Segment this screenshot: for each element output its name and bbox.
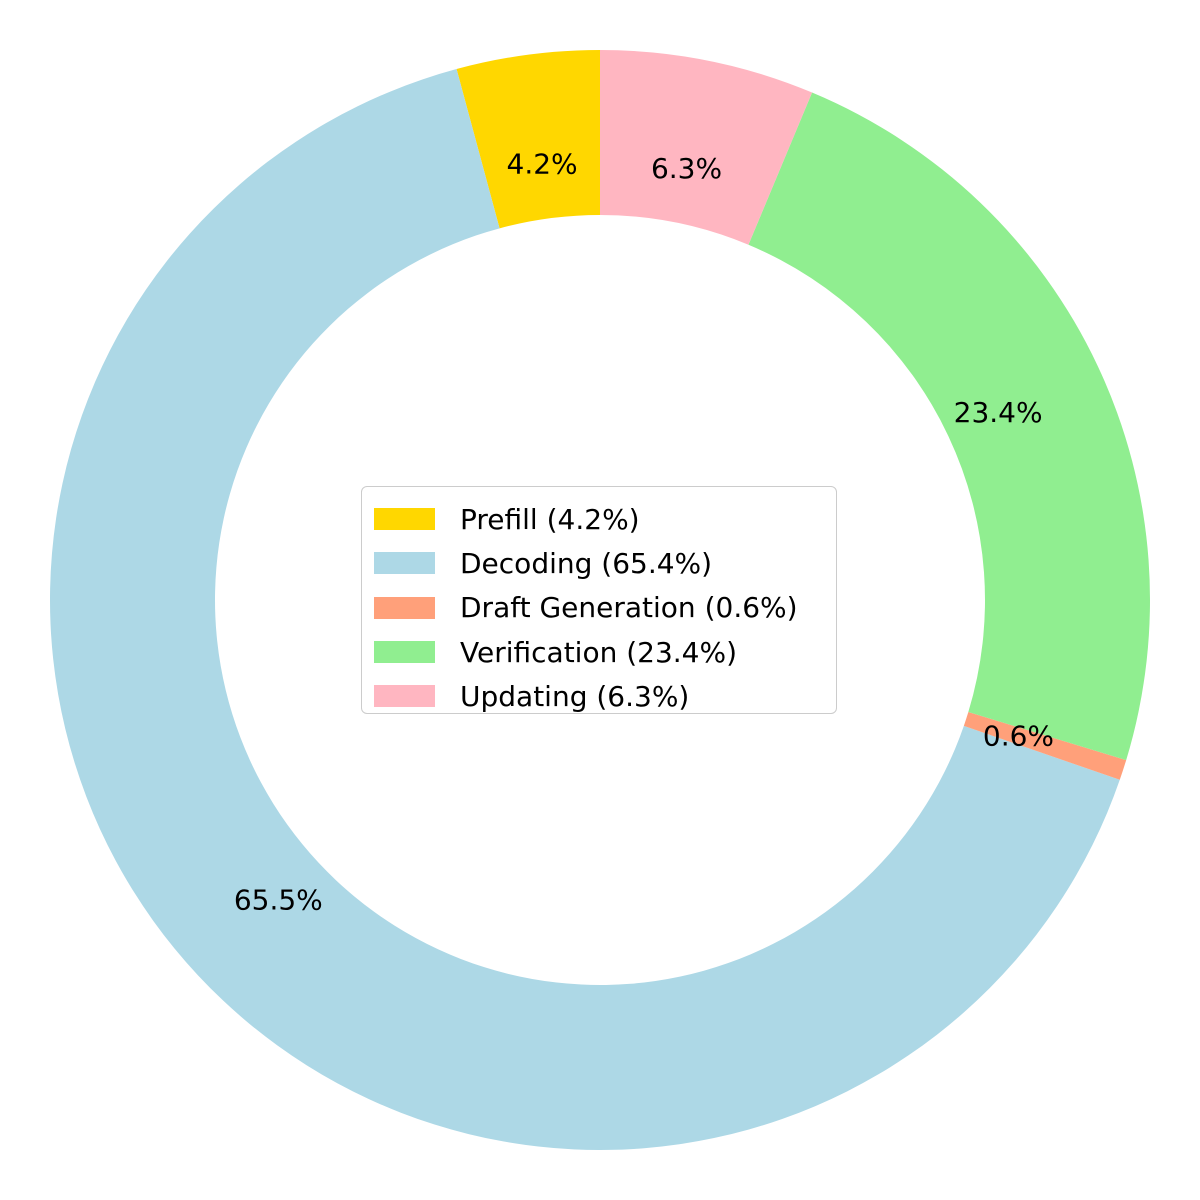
pct-label-updating: 6.3% bbox=[651, 152, 722, 185]
legend-swatch-decoding bbox=[374, 552, 435, 575]
legend-item-updating: Updating (6.3%) bbox=[374, 674, 836, 718]
legend-label-updating: Updating (6.3%) bbox=[460, 679, 690, 713]
legend-label-decoding: Decoding (65.4%) bbox=[460, 546, 713, 580]
legend-swatch-prefill bbox=[374, 508, 435, 531]
legend-item-decoding: Decoding (65.4%) bbox=[374, 541, 836, 585]
legend: Prefill (4.2%) Decoding (65.4%) Draft Ge… bbox=[361, 486, 837, 714]
slice-verification bbox=[748, 92, 1150, 761]
legend-swatch-updating bbox=[374, 685, 435, 708]
legend-item-prefill: Prefill (4.2%) bbox=[374, 497, 836, 541]
slice-updating bbox=[600, 50, 813, 245]
slice-draft-generation bbox=[963, 712, 1127, 780]
legend-label-prefill: Prefill (4.2%) bbox=[460, 502, 640, 536]
slices-group bbox=[49, 50, 1150, 1151]
legend-swatch-verification bbox=[374, 641, 435, 664]
legend-swatch-draft-generation bbox=[374, 596, 435, 619]
legend-item-verification: Verification (23.4%) bbox=[374, 630, 836, 674]
pct-label-decoding: 65.5% bbox=[234, 884, 323, 917]
legend-item-draft-generation: Draft Generation (0.6%) bbox=[374, 586, 836, 630]
pct-label-draft-generation: 0.6% bbox=[983, 719, 1054, 752]
slice-prefill bbox=[456, 50, 600, 229]
pct-label-verification: 23.4% bbox=[954, 396, 1043, 429]
legend-label-draft-generation: Draft Generation (0.6%) bbox=[460, 591, 798, 625]
percent-labels-group: 4.2% 65.5% 0.6% 23.4% 6.3% bbox=[234, 147, 1054, 916]
pct-label-prefill: 4.2% bbox=[507, 147, 578, 180]
legend-label-verification: Verification (23.4%) bbox=[460, 635, 738, 669]
slice-decoding bbox=[49, 69, 1120, 1151]
